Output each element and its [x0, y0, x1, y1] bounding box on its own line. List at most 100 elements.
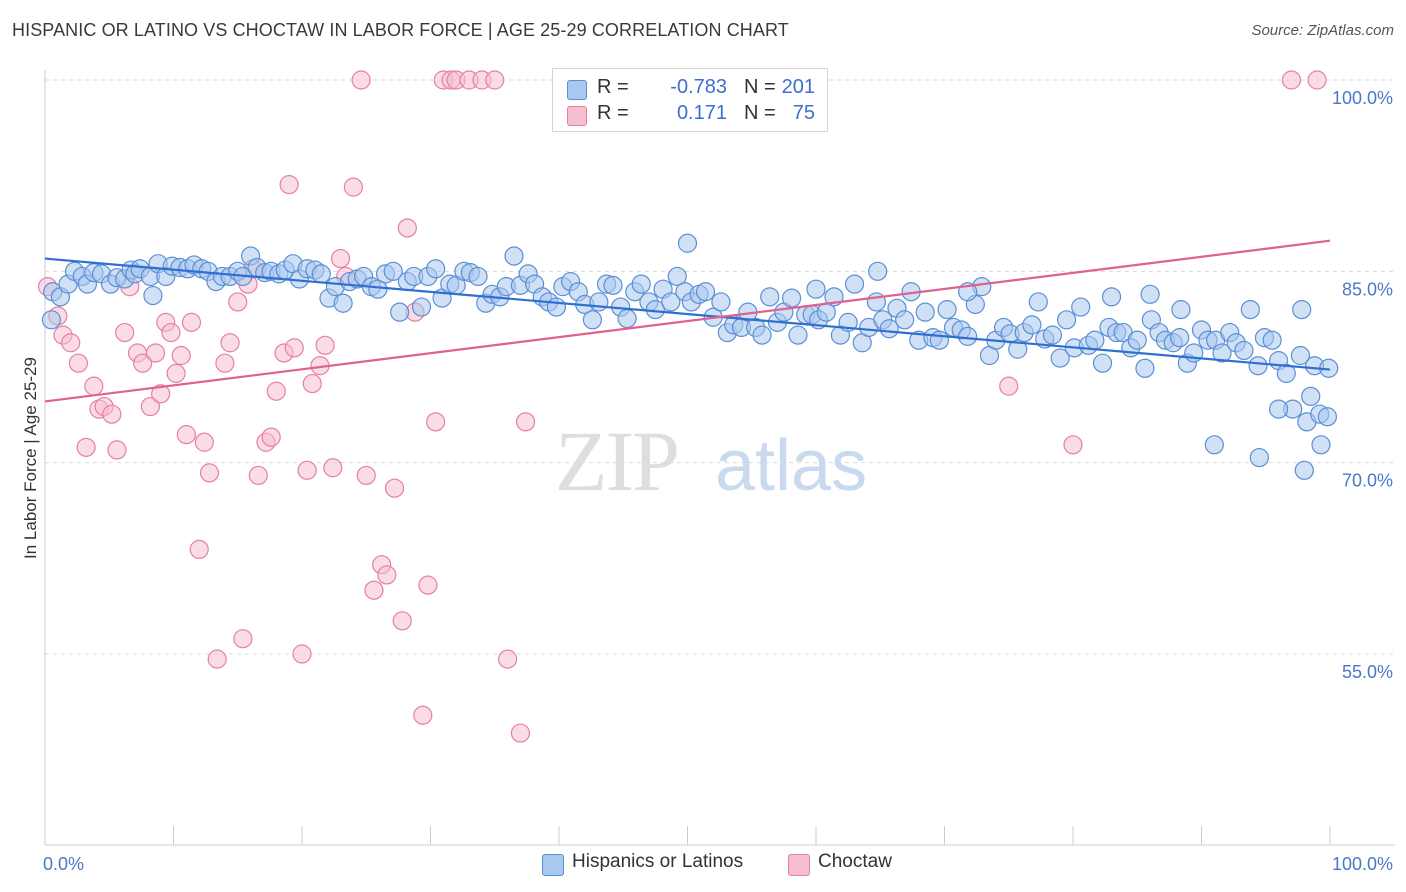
hispanic-point: [1301, 386, 1321, 406]
hispanic-point: [546, 297, 567, 317]
choctaw-point: [102, 404, 122, 424]
hispanic-point: [411, 297, 432, 317]
choctaw-point: [297, 460, 317, 480]
choctaw-point: [199, 463, 220, 483]
choctaw-point: [145, 343, 166, 363]
choctaw-point: [315, 335, 335, 355]
hispanic-point: [1008, 339, 1028, 359]
choctaw-point: [284, 338, 304, 358]
hispanic-point: [504, 246, 524, 266]
legend-label-hispanic: Hispanics or Latinos: [572, 851, 744, 872]
choctaw-point: [1063, 435, 1083, 455]
choctaw-point: [161, 322, 181, 343]
choctaw-point: [999, 376, 1019, 396]
x-tick-label: 100.0%: [1332, 854, 1393, 874]
hispanic-point: [1290, 345, 1311, 366]
choctaw-point: [510, 723, 531, 743]
choctaw-point: [392, 611, 412, 631]
choctaw-trend-line: [44, 239, 1331, 403]
hispanic-point: [711, 292, 731, 312]
choctaw-point: [176, 425, 196, 445]
hispanic-point: [1249, 447, 1269, 468]
choctaw-point: [207, 649, 227, 669]
hispanic-point: [1294, 460, 1314, 480]
choctaw-point: [485, 70, 505, 90]
hispanic-point: [1127, 330, 1147, 350]
choctaw-point: [220, 333, 240, 353]
hispanic-point: [1085, 330, 1105, 350]
hispanic-point: [937, 300, 957, 320]
hispanic-point: [760, 287, 780, 307]
y-tick-label: 55.0%: [1342, 662, 1393, 682]
choctaw-point: [323, 458, 343, 478]
choctaw-point: [166, 363, 186, 383]
legend-r-value: 0.171: [676, 102, 727, 124]
hispanic-point: [603, 275, 623, 295]
hispanic-point: [1240, 300, 1260, 320]
hispanic-point: [958, 326, 978, 346]
legend-label-choctaw: Choctaw: [818, 851, 892, 872]
hispanic-point: [333, 293, 353, 313]
hispanic-point: [1292, 300, 1312, 320]
choctaw-point: [171, 345, 191, 366]
legend-n-value: 75: [792, 102, 815, 124]
choctaw-point: [248, 465, 268, 486]
tick-labels: 55.0% 70.0% 85.0% 100.0% 0.0% 100.0%: [43, 88, 1393, 874]
hispanic-point: [143, 285, 163, 306]
hispanic-point: [426, 259, 446, 279]
hispanic-point: [582, 310, 603, 330]
hispanic-point: [1092, 353, 1113, 373]
hispanic-point: [1022, 315, 1042, 335]
legend-r-label: R =: [597, 76, 629, 98]
choctaw-point: [351, 70, 371, 90]
hispanic-point: [695, 282, 716, 302]
choctaw-point: [233, 629, 253, 649]
choctaw-point: [343, 177, 363, 197]
hispanic-point: [1248, 356, 1268, 376]
hispanic-point: [41, 310, 62, 330]
choctaw-point: [426, 412, 446, 432]
choctaw-point: [292, 644, 312, 664]
hispanic-point: [1276, 363, 1296, 383]
choctaw-point: [194, 432, 214, 452]
choctaw-point: [384, 478, 405, 498]
hispanic-point: [631, 274, 651, 294]
chart-source: Source: ZipAtlas.com: [1251, 22, 1394, 39]
choctaw-point: [189, 539, 209, 560]
hispanic-point: [879, 319, 899, 339]
series-legend: Hispanics or Latinos Choctaw: [0, 851, 1406, 877]
watermark-zip: ZIP: [555, 413, 678, 509]
choctaw-point: [61, 333, 81, 353]
hispanic-point: [1170, 328, 1190, 348]
legend-n-label: N =: [744, 76, 776, 98]
choctaw-point: [1281, 70, 1302, 90]
choctaw-point: [107, 440, 127, 460]
legend-n-value: 201: [781, 76, 815, 98]
hispanic-point: [895, 310, 915, 330]
legend-swatch-blue: [567, 80, 587, 100]
legend-r-label: R =: [597, 102, 629, 124]
hispanic-point: [929, 330, 949, 350]
legend-swatch-blue: [542, 854, 564, 876]
hispanic-point: [383, 261, 403, 281]
hispanic-point: [1317, 407, 1338, 427]
choctaw-point: [364, 580, 384, 600]
choctaw-point: [261, 427, 281, 447]
choctaw-point: [302, 373, 322, 394]
chart-title: HISPANIC OR LATINO VS CHOCTAW IN LABOR F…: [12, 20, 789, 40]
x-tick-label: 0.0%: [43, 854, 84, 874]
legend-n-label: N =: [744, 102, 776, 124]
hispanic-point: [311, 264, 331, 284]
hispanic-point: [1028, 292, 1048, 312]
hispanic-point: [1311, 435, 1331, 455]
choctaw-point: [413, 705, 433, 725]
y-tick-label: 70.0%: [1342, 471, 1393, 491]
legend-r-value: -0.783: [670, 76, 727, 98]
hispanic-point: [1171, 300, 1191, 320]
choctaw-point: [133, 353, 153, 373]
hispanic-point: [788, 325, 808, 345]
hispanic-point: [1268, 399, 1289, 419]
hispanic-trend-line: [44, 257, 1331, 371]
hispanic-point: [617, 308, 637, 329]
